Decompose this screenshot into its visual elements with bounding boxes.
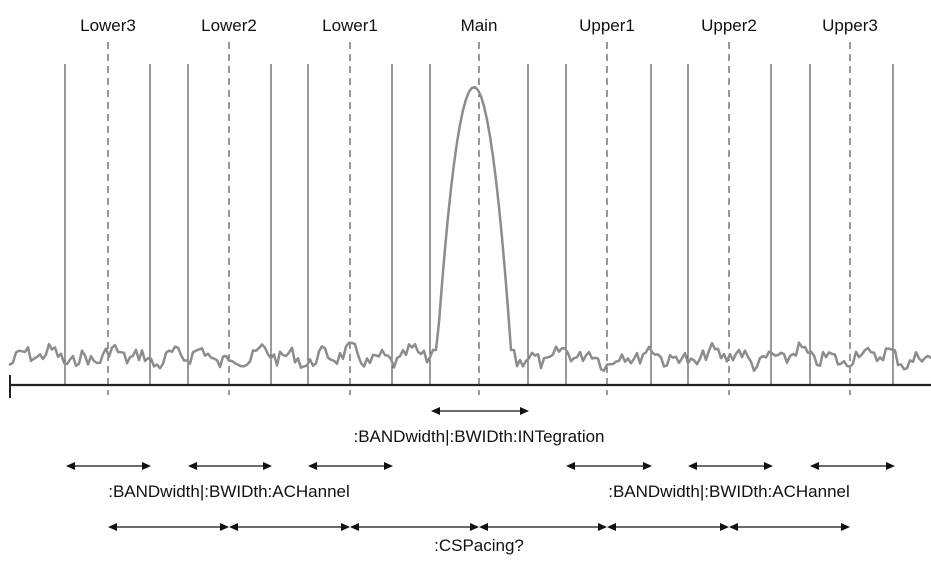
adjacent-channel-bandwidth-arrows: [66, 462, 895, 470]
channel-boundary-lines: [64, 64, 894, 385]
achannel-arrow: [810, 462, 895, 470]
integration-arrow: [431, 407, 529, 415]
channel-label-lower3: Lower3: [80, 16, 136, 35]
achannel-arrow: [688, 462, 773, 470]
channel-label-upper1: Upper1: [579, 16, 635, 35]
cspacing-arrow: [229, 523, 350, 531]
spectrum-trace: [8, 85, 931, 372]
achannel-bandwidth-label-left: :BANDwidth|:BWIDth:ACHannel: [108, 482, 350, 501]
channel-label-upper3: Upper3: [822, 16, 878, 35]
integration-bandwidth-label: :BANDwidth|:BWIDth:INTegration: [354, 427, 605, 446]
achannel-arrow: [566, 462, 652, 470]
cspacing-arrow: [607, 523, 729, 531]
channel-center-lines: [107, 42, 851, 395]
integration-bandwidth-arrow: [431, 407, 529, 415]
cspacing-arrow: [479, 523, 607, 531]
cspacing-arrow: [729, 523, 850, 531]
channel-spacing-label: :CSPacing?: [434, 536, 524, 555]
channel-label-upper2: Upper2: [701, 16, 757, 35]
channel-label-lower2: Lower2: [201, 16, 257, 35]
channel-label-lower1: Lower1: [322, 16, 378, 35]
achannel-arrow: [66, 462, 151, 470]
cspacing-arrow: [350, 523, 479, 531]
cspacing-arrow: [108, 523, 229, 531]
channel-label-main: Main: [461, 16, 498, 35]
achannel-arrow: [308, 462, 393, 470]
achannel-arrow: [188, 462, 272, 470]
achannel-bandwidth-label-right: :BANDwidth|:BWIDth:ACHannel: [608, 482, 850, 501]
channel-spacing-arrows: [108, 523, 850, 531]
